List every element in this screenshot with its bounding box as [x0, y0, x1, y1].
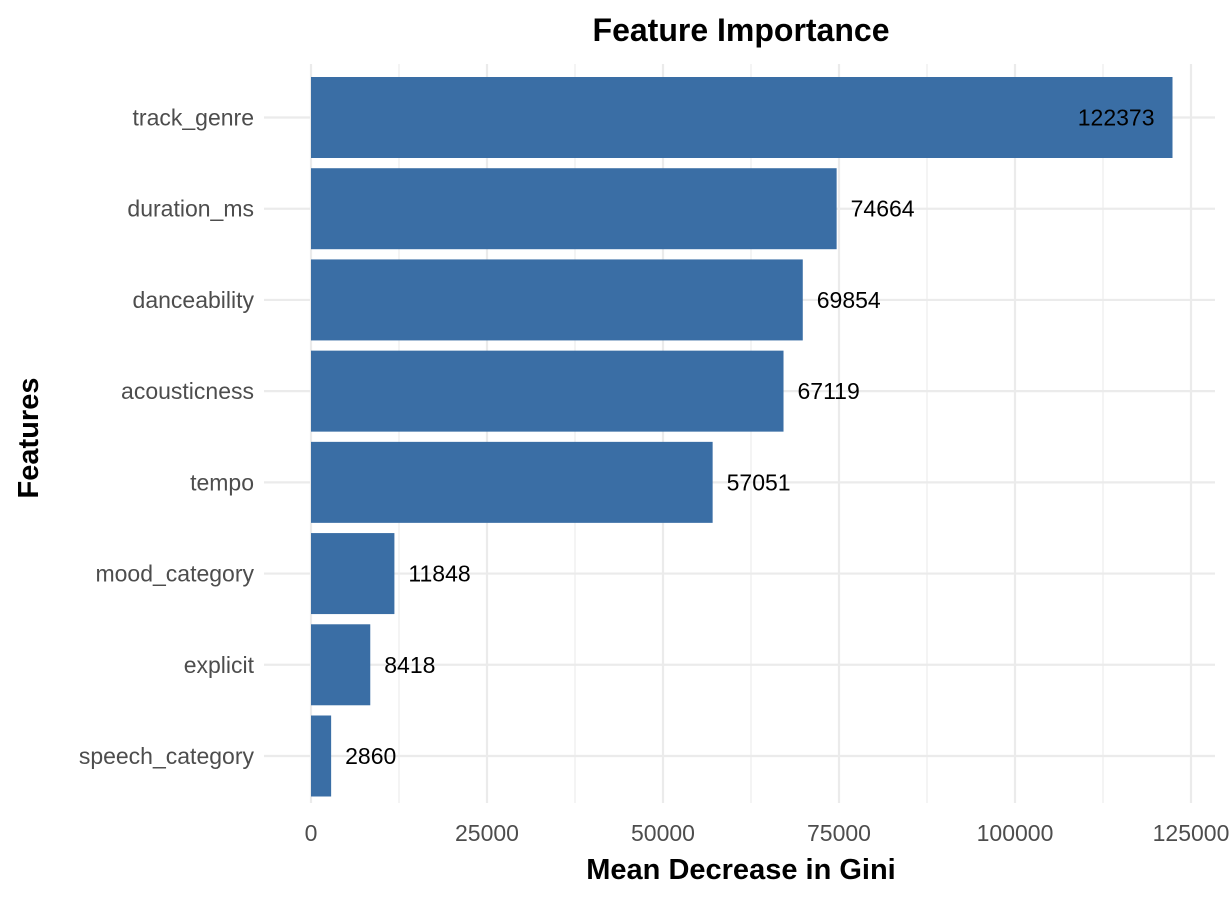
- y-tick-label: mood_category: [95, 561, 254, 587]
- bar-layer: [311, 77, 1173, 797]
- bar-mood_category: [311, 533, 395, 615]
- label-layer: 122373 74664 69854 67119 57051 11848 8418 2860: [345, 105, 1154, 770]
- chart-title: Feature Importance: [593, 12, 890, 48]
- data-label: 67119: [798, 378, 860, 404]
- y-tick-label: explicit: [184, 652, 255, 678]
- bar-explicit: [311, 624, 371, 706]
- data-label: 11848: [408, 561, 470, 587]
- y-tick-label: speech_category: [79, 743, 255, 769]
- data-label: 69854: [817, 287, 881, 313]
- x-tick-label: 75000: [807, 820, 871, 846]
- bar-speech_category: [311, 715, 332, 797]
- y-tick-label: duration_ms: [127, 196, 254, 222]
- data-label: 122373: [1078, 105, 1155, 131]
- y-tick-label: track_genre: [133, 105, 254, 131]
- data-label: 8418: [384, 652, 435, 678]
- bar-track_genre: [311, 77, 1173, 158]
- bar-duration_ms: [311, 168, 837, 250]
- bar-danceability: [311, 259, 803, 341]
- bar-tempo: [311, 441, 713, 523]
- x-tick-label: 100000: [977, 820, 1054, 846]
- x-tick-label: 0: [305, 820, 318, 846]
- x-tick-label: 125000: [1153, 820, 1230, 846]
- x-axis-title: Mean Decrease in Gini: [586, 854, 895, 886]
- x-tick-label: 25000: [455, 820, 519, 846]
- data-label: 57051: [727, 469, 791, 495]
- y-tick-label: danceability: [133, 287, 255, 313]
- tick-layer: track_genre duration_ms danceability acoust…: [79, 105, 1230, 847]
- bar-acousticness: [311, 350, 784, 432]
- data-label: 2860: [345, 743, 396, 769]
- data-label: 74664: [851, 196, 915, 222]
- y-tick-label: acousticness: [121, 378, 254, 404]
- y-axis-title: Features: [13, 378, 45, 499]
- y-tick-label: tempo: [190, 469, 254, 495]
- x-tick-label: 50000: [631, 820, 695, 846]
